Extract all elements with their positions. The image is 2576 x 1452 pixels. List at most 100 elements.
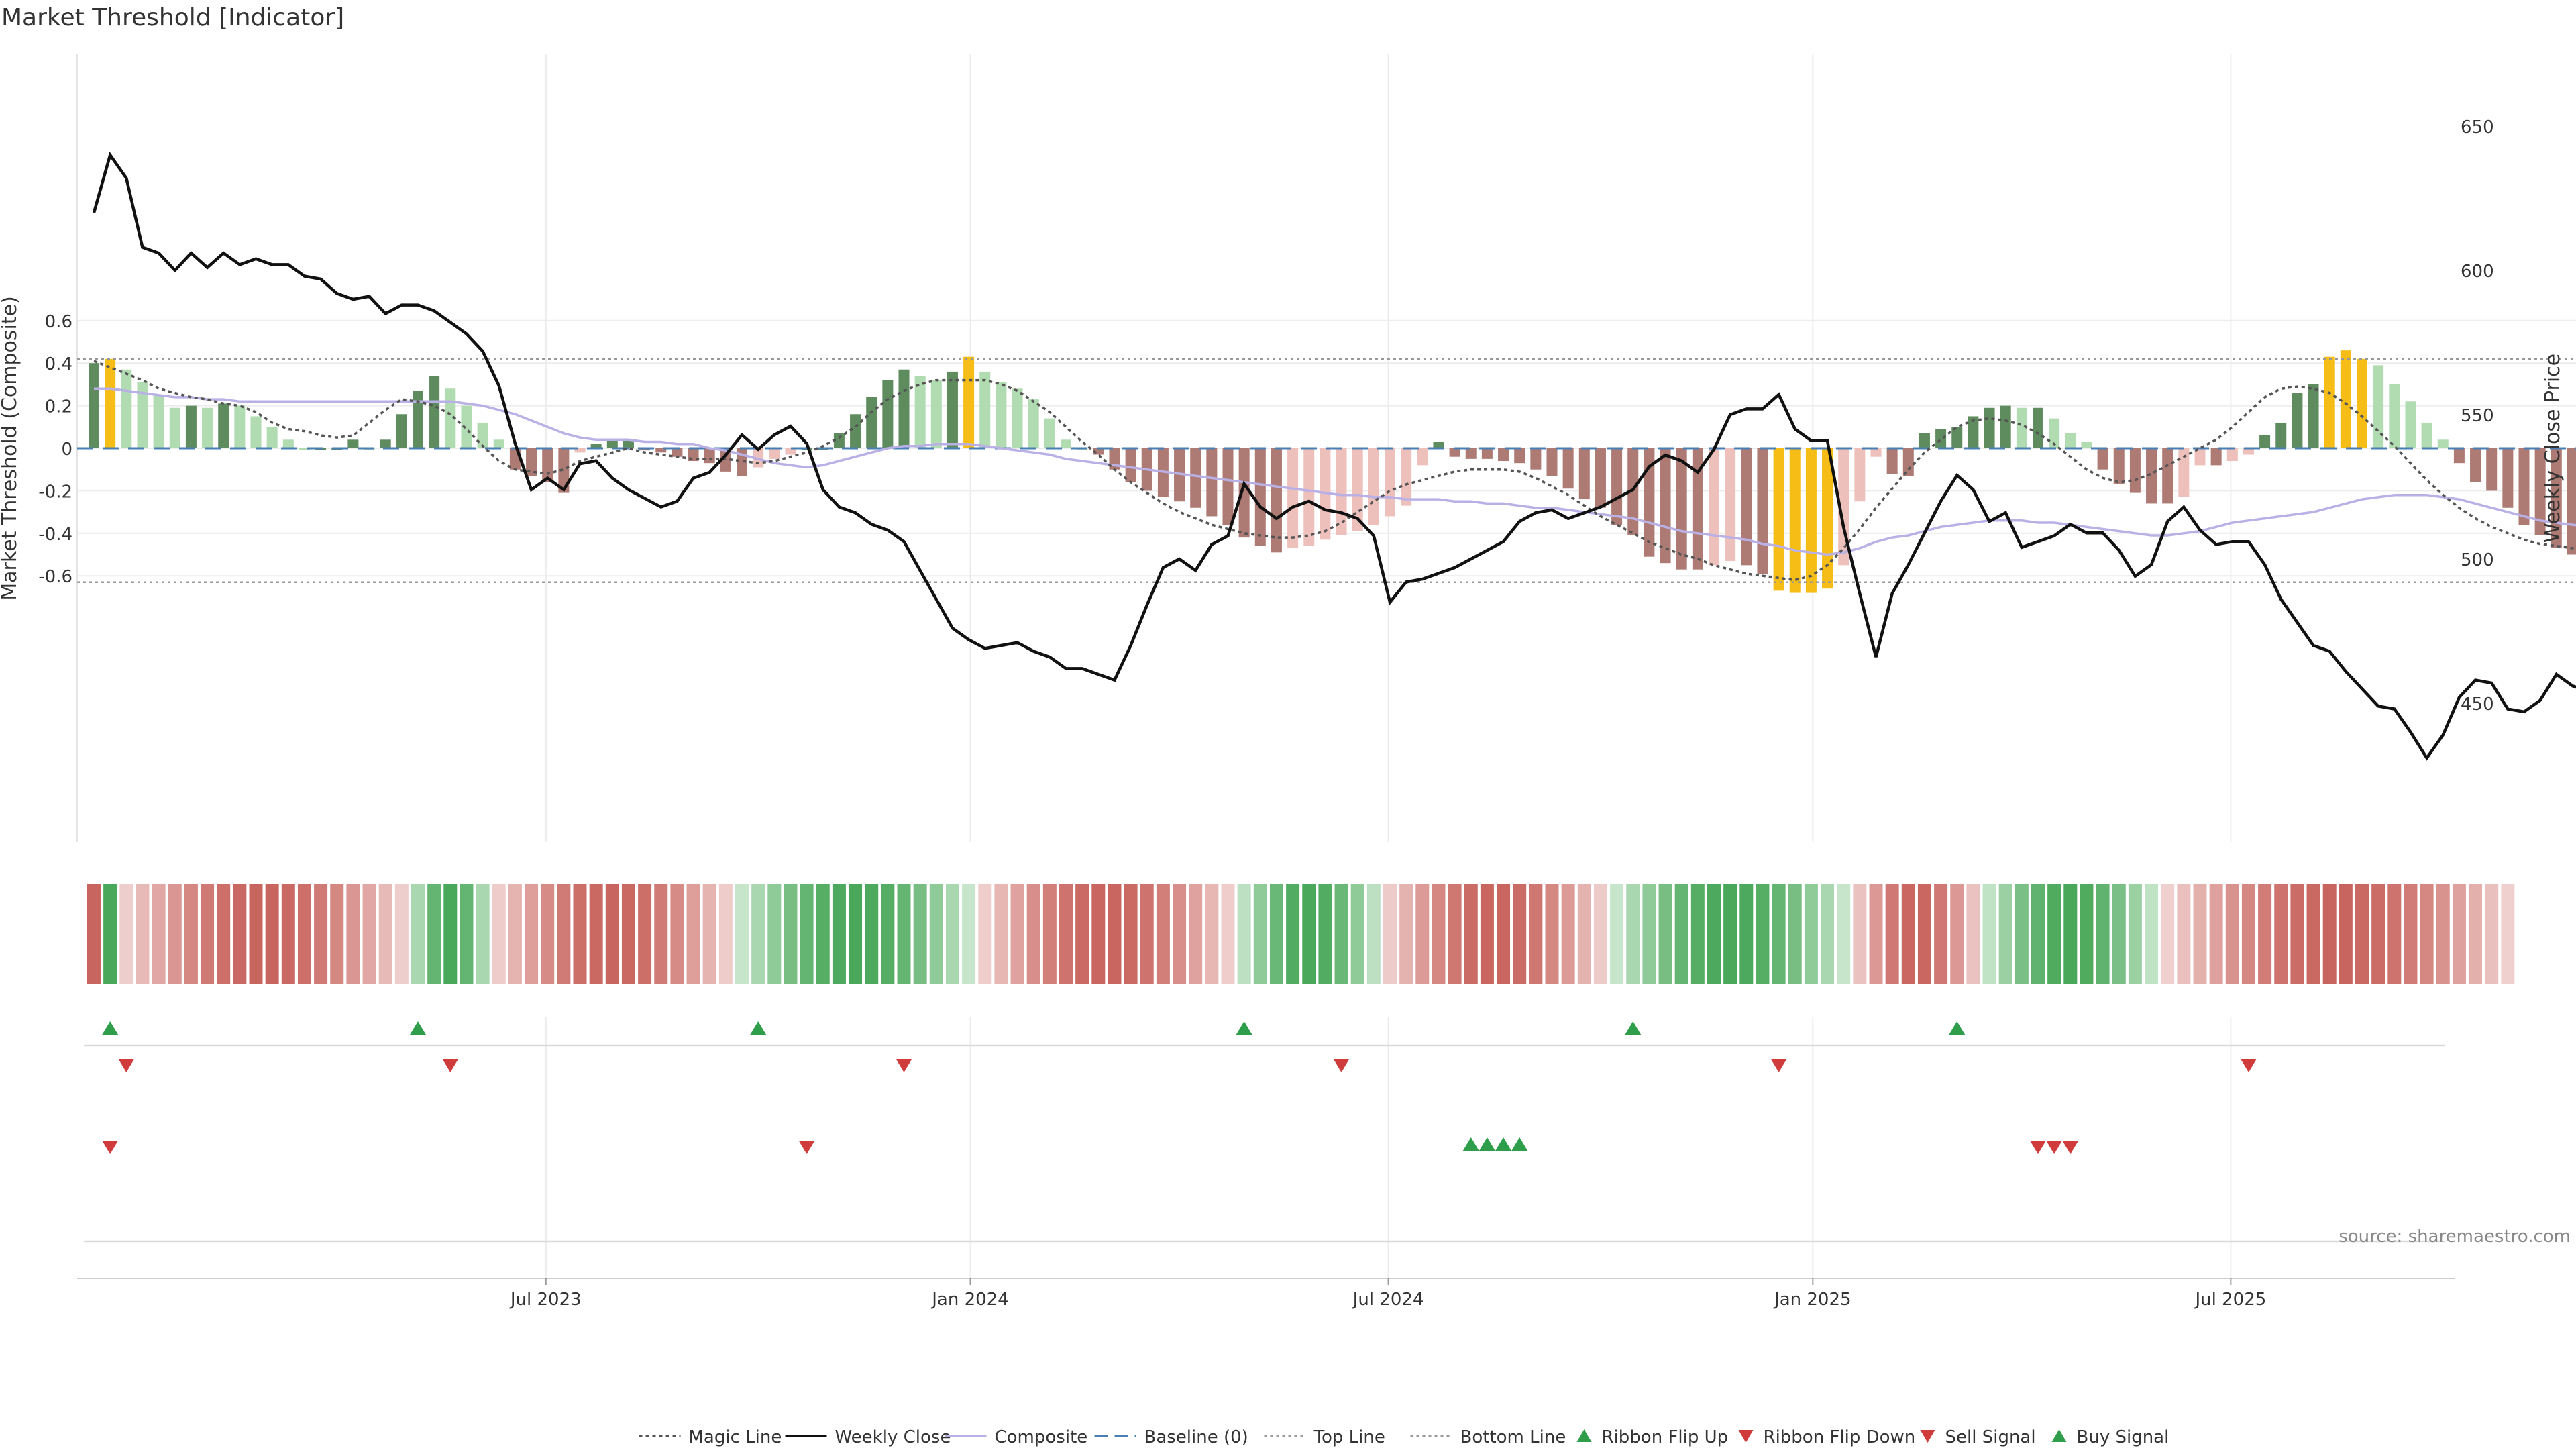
ribbon-flip-up-marker	[1949, 1021, 1966, 1035]
ribbon-segment	[2145, 884, 2159, 984]
composite-bar	[1303, 448, 1315, 546]
ribbon-segment	[1480, 884, 1494, 984]
ribbon-segment	[2387, 884, 2402, 984]
ribbon-segment	[2209, 884, 2223, 984]
composite-bar	[169, 407, 180, 448]
composite-bar	[623, 439, 634, 448]
ribbon-flip-down-marker	[1770, 1059, 1787, 1072]
ribbon-segment	[1593, 884, 1607, 984]
ribbon-segment	[589, 884, 603, 984]
composite-bar	[218, 403, 229, 448]
composite-bar	[1206, 448, 1218, 517]
composite-bar	[1757, 448, 1768, 574]
composite-bar	[2534, 448, 2546, 535]
composite-bar	[1676, 448, 1687, 570]
ribbon-segment	[1674, 884, 1688, 984]
composite-bar	[1417, 448, 1428, 466]
composite-bar	[153, 395, 164, 448]
composite-bar	[1546, 448, 1558, 476]
triangle-down-icon	[1920, 1430, 1935, 1443]
composite-bar	[785, 448, 796, 455]
ribbon-segment	[2258, 884, 2272, 984]
y-axis-label: Market Threshold (Composite)	[0, 296, 21, 601]
ribbon-segment	[1010, 884, 1024, 984]
y-tick-label: 0.2	[45, 397, 72, 417]
sell-signal-marker	[2062, 1141, 2079, 1154]
ribbon-segment	[1237, 884, 1251, 984]
composite-bar	[2016, 407, 2027, 448]
ribbon-segment	[1982, 884, 1996, 984]
ribbon-segment	[832, 884, 846, 984]
ribbon-segment	[249, 884, 263, 984]
ribbon-segment	[2063, 884, 2078, 984]
ribbon-segment	[962, 884, 976, 984]
composite-bar	[704, 448, 715, 464]
composite-bar	[606, 439, 618, 448]
ribbon-segment	[1901, 884, 1915, 984]
buy-signal-marker	[1479, 1137, 1495, 1151]
ribbon-segment	[2322, 884, 2337, 984]
composite-bar	[2129, 448, 2141, 493]
composite-bar	[2226, 448, 2238, 462]
buy-signal-marker	[1462, 1137, 1479, 1151]
composite-bar	[445, 388, 456, 448]
legend-item: Composite	[945, 1427, 1087, 1447]
ribbon-segment	[168, 884, 182, 984]
composite-bar	[1530, 448, 1542, 470]
composite-bar	[2243, 448, 2254, 455]
ribbon-segment	[1173, 884, 1187, 984]
composite-bar	[2292, 393, 2303, 448]
ribbon-segment	[1869, 884, 1883, 984]
legend-label: Magic Line	[689, 1427, 782, 1447]
signal-rows: Jul 2023 Jan 2024 Jul 2024 Jan 2025 Jul 2025	[77, 1017, 2455, 1310]
ribbon-segment	[1075, 884, 1089, 984]
ribbon-segment	[411, 884, 425, 984]
composite-bar	[1870, 448, 1882, 457]
buy-signal-marker	[1495, 1137, 1512, 1151]
ribbon-segment	[1821, 884, 1835, 984]
ribbon-segment	[119, 884, 133, 984]
ribbon-segment	[1545, 884, 1559, 984]
ribbon-segment	[217, 884, 231, 984]
composite-bar	[930, 380, 942, 448]
ribbon-segment	[654, 884, 668, 984]
sell-signal-marker	[2030, 1141, 2046, 1154]
ribbon-flip-up-marker	[410, 1021, 426, 1035]
ribbon-segment	[2452, 884, 2466, 984]
composite-bar	[105, 358, 116, 448]
triangle-up-icon	[1576, 1429, 1592, 1442]
composite-bar	[1725, 448, 1736, 562]
composite-line	[94, 387, 2576, 556]
composite-bar	[1401, 448, 1412, 506]
ribbon-segment	[2177, 884, 2191, 984]
composite-bar	[1951, 427, 1963, 448]
signal-rows-gridlines	[545, 1017, 2232, 1278]
y2-tick-label: 550	[2461, 406, 2494, 426]
legend-label: Bottom Line	[1460, 1427, 1566, 1447]
x-axis-ticks: Jul 2023 Jan 2024 Jul 2024 Jan 2025 Jul 2025	[509, 1278, 2266, 1310]
composite-bars	[89, 350, 2576, 593]
ribbon-segment	[1026, 884, 1040, 984]
ribbon-segment	[184, 884, 198, 984]
composite-bar	[1968, 416, 1979, 448]
legend: Magic Line Weekly Close Composite Baseline …	[639, 1427, 2169, 1447]
legend-label: Buy Signal	[2077, 1427, 2169, 1447]
y-tick-label: 0	[61, 439, 72, 460]
ribbon-segment	[718, 884, 733, 984]
ribbon-segment	[1221, 884, 1235, 984]
y-tick-label: -0.6	[38, 567, 72, 587]
ribbon-segment	[994, 884, 1008, 984]
legend-item: Sell Signal	[1920, 1427, 2036, 1447]
ribbon-flip-up-marker	[102, 1021, 119, 1035]
chart-title: Market Threshold [Indicator]	[1, 4, 344, 32]
composite-bar	[1336, 448, 1347, 535]
ribbon-segment	[2047, 884, 2061, 984]
magic-line	[93, 360, 2576, 582]
composite-bar	[2340, 350, 2351, 448]
ribbon-segment	[881, 884, 895, 984]
ribbon-segment	[1497, 884, 1511, 984]
ribbon-segment	[460, 884, 474, 984]
ribbon-segment	[1917, 884, 1931, 984]
y2-tick-label: 500	[2461, 550, 2494, 570]
ribbon-segment	[427, 884, 441, 984]
